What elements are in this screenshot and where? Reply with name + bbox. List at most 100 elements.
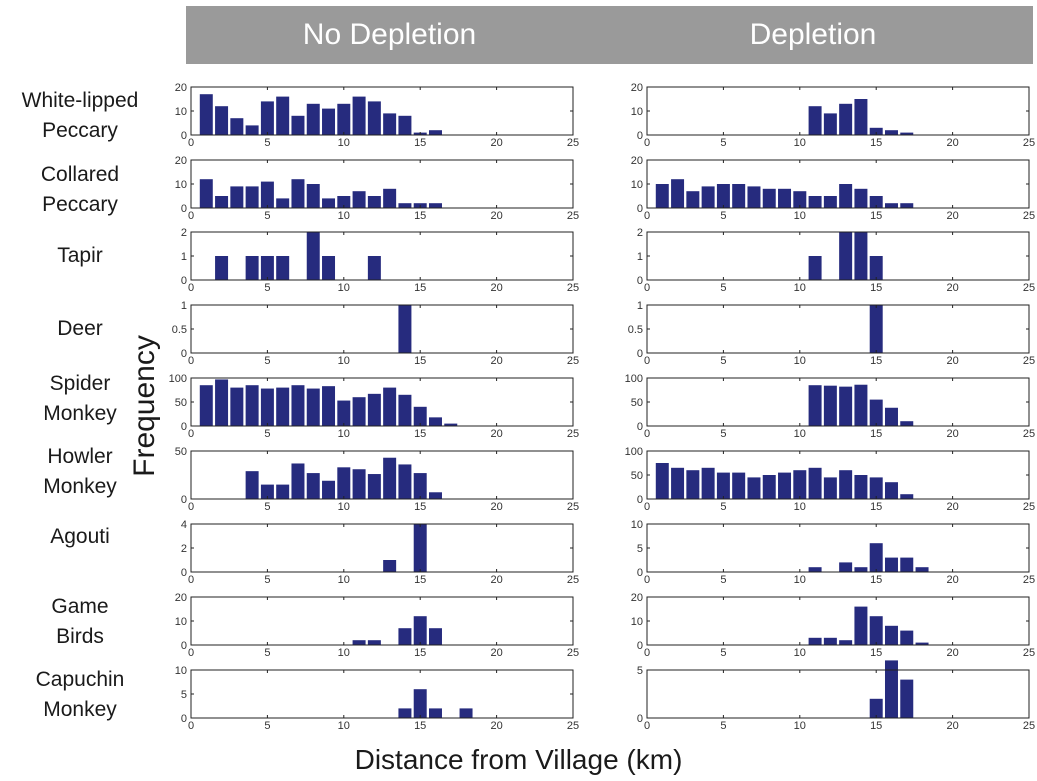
bar	[306, 232, 320, 280]
bar	[337, 196, 351, 208]
x-tick-label: 15	[870, 137, 882, 149]
bar	[413, 473, 427, 499]
bar	[808, 567, 822, 572]
x-tick-label: 0	[188, 210, 194, 222]
y-tick-label: 0	[637, 421, 643, 433]
row-label-line: Monkey	[43, 475, 117, 498]
bar	[306, 388, 320, 426]
bar	[383, 560, 397, 572]
row-label-line: Game	[51, 595, 109, 618]
bar	[884, 660, 898, 718]
plot-frame	[646, 86, 1030, 136]
bar	[655, 463, 669, 499]
y-tick-label: 10	[175, 665, 187, 677]
bar	[322, 256, 336, 280]
bar	[428, 708, 442, 718]
x-tick-label: 10	[338, 282, 350, 294]
header-depletion-label: Depletion	[749, 18, 877, 51]
plot-spider-monkey-no-depletion: 0 5 10 15 20 25 0 50 100	[169, 373, 579, 440]
x-tick-label: 25	[1023, 210, 1035, 222]
x-tick-label: 20	[946, 137, 958, 149]
bar	[671, 467, 685, 499]
x-tick-label: 20	[490, 720, 502, 732]
bar	[869, 543, 883, 572]
x-tick-label: 10	[338, 428, 350, 440]
y-tick-label: 4	[181, 519, 187, 531]
x-tick-label: 10	[338, 137, 350, 149]
x-tick-label: 20	[490, 137, 502, 149]
y-tick-label: 0	[637, 275, 643, 287]
bar	[854, 567, 868, 572]
y-tick-label: 20	[631, 155, 643, 167]
y-tick-label: 10	[631, 616, 643, 628]
row-label-line: Capuchin	[35, 668, 125, 691]
x-tick-label: 5	[720, 647, 726, 659]
bar	[900, 679, 914, 718]
x-tick-label: 0	[188, 355, 194, 367]
y-tick-label: 10	[631, 179, 643, 191]
x-tick-label: 0	[644, 720, 650, 732]
x-tick-label: 0	[644, 647, 650, 659]
bar	[322, 198, 336, 208]
row-label-line: Agouti	[50, 525, 110, 548]
x-tick-label: 5	[720, 355, 726, 367]
plot-frame	[646, 377, 1030, 427]
y-tick-label: 0	[637, 203, 643, 215]
row-label-capuchin-monkey: Capuchin Monkey	[0, 665, 160, 725]
x-tick-label: 25	[1023, 501, 1035, 513]
x-axis-label: Distance from Village (km)	[354, 744, 683, 775]
bar	[869, 305, 883, 353]
bar	[383, 113, 397, 135]
x-tick-label: 10	[338, 574, 350, 586]
bar	[291, 115, 305, 135]
bar	[215, 106, 229, 135]
bar	[900, 630, 914, 645]
bar	[413, 689, 427, 718]
x-tick-label: 15	[870, 574, 882, 586]
bar	[398, 394, 412, 426]
bar	[762, 475, 776, 499]
bar	[367, 101, 381, 135]
y-tick-label: 20	[631, 82, 643, 94]
plot-collared-peccary-depletion: 0 5 10 15 20 25 0 10 20	[631, 155, 1035, 222]
bar	[823, 385, 837, 426]
bar	[823, 637, 837, 645]
y-tick-label: 2	[181, 227, 187, 239]
y-tick-label: 5	[181, 689, 187, 701]
row-label-line: Howler	[47, 445, 113, 468]
y-tick-label: 0	[181, 348, 187, 360]
x-tick-label: 20	[946, 647, 958, 659]
x-tick-label: 20	[946, 282, 958, 294]
y-tick-label: 10	[175, 179, 187, 191]
row-label-line: Collared	[40, 163, 120, 186]
bar	[428, 628, 442, 645]
row-label-line: Monkey	[43, 402, 117, 425]
bar	[900, 203, 914, 208]
plot-game-birds-depletion: 0 5 10 15 20 25 0 10 20	[631, 592, 1035, 659]
bar	[808, 467, 822, 499]
bar	[869, 127, 883, 135]
bar	[398, 464, 412, 499]
bar	[413, 406, 427, 426]
x-tick-label: 15	[870, 720, 882, 732]
bar	[291, 463, 305, 499]
row-label-line: Tapir	[57, 244, 103, 267]
bar	[322, 386, 336, 426]
bar	[839, 562, 853, 572]
bar	[701, 467, 715, 499]
y-tick-label: 1	[637, 251, 643, 263]
x-tick-label: 0	[644, 428, 650, 440]
bar	[352, 469, 366, 499]
x-tick-label: 5	[264, 210, 270, 222]
bar	[428, 417, 442, 426]
bar	[716, 184, 730, 208]
bar	[276, 256, 290, 280]
bar	[245, 125, 259, 135]
header-no-depletion-label: No Depletion	[302, 18, 477, 51]
x-tick-label: 25	[567, 501, 579, 513]
x-tick-label: 15	[414, 282, 426, 294]
bar	[199, 179, 213, 208]
x-tick-label: 5	[720, 137, 726, 149]
x-tick-label: 25	[1023, 355, 1035, 367]
x-tick-label: 20	[946, 428, 958, 440]
